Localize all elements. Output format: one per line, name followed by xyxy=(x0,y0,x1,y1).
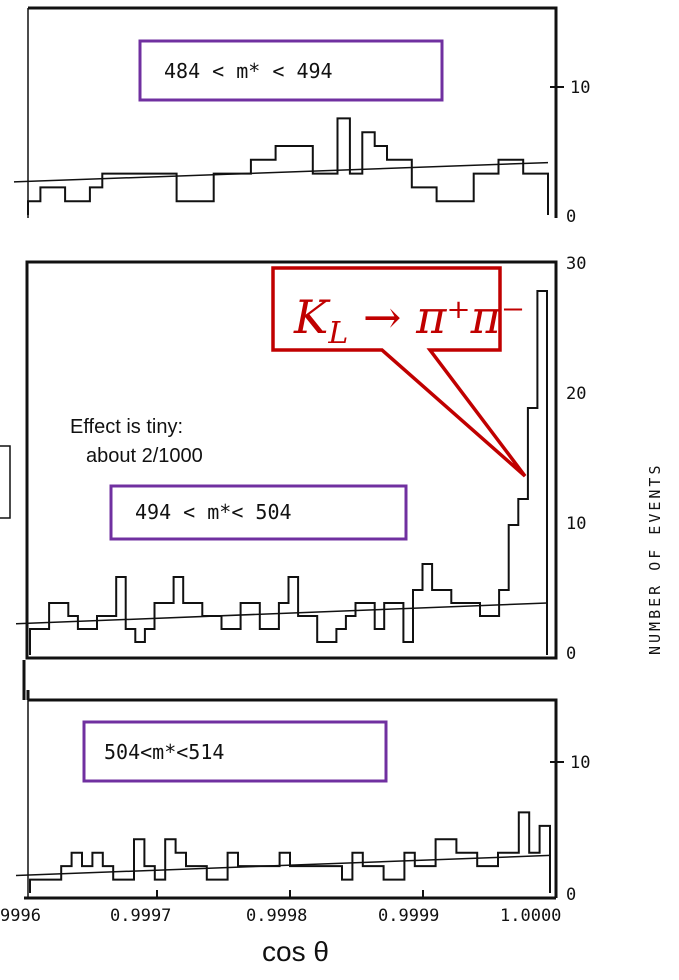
annotation-line1: Effect is tiny: xyxy=(70,416,183,438)
x-tick-2: 0.9998 xyxy=(246,906,307,926)
x-tick-4: 1.0000 xyxy=(500,906,561,926)
y-tick-mid-10: 10 xyxy=(566,514,586,534)
y-tick-mid-30: 30 xyxy=(566,254,586,274)
mass-label-top: 484 < m* < 494 xyxy=(164,59,333,83)
y-tick-mid-0: 0 xyxy=(566,644,576,664)
panel-middle xyxy=(15,290,548,655)
y-axis-title: NUMBER OF EVENTS xyxy=(646,463,664,656)
callout-sub: L xyxy=(327,316,348,351)
fit-line xyxy=(13,161,549,183)
mass-label-middle: 494 < m*< 504 xyxy=(135,500,292,524)
y-tick-top-10: 10 xyxy=(570,78,590,98)
fit-line xyxy=(15,854,551,877)
x-tick-1: 0.9997 xyxy=(110,906,171,926)
x-tick-3: 0.9999 xyxy=(378,906,439,926)
histogram-steps xyxy=(29,290,548,655)
x-axis: 9996 0.9997 0.9998 0.9999 1.0000 xyxy=(0,890,561,926)
panel-bottom-frame xyxy=(22,660,558,898)
panel-bottom xyxy=(15,811,551,893)
y-ticks: 10 0 30 20 10 0 10 0 xyxy=(550,78,590,905)
fit-line xyxy=(15,602,548,625)
histogram-steps xyxy=(27,117,549,215)
x-axis-title: cos θ xyxy=(262,936,329,967)
callout-text: KL → π⁺π⁻ xyxy=(293,290,525,351)
mass-label-bottom: 504<m*<514 xyxy=(104,740,224,764)
mass-label-box-bottom: 504<m*<514 xyxy=(82,720,388,783)
x-tick-0: 9996 xyxy=(0,906,41,926)
panel-top xyxy=(13,117,549,215)
callout-k: K xyxy=(293,290,331,344)
y-tick-bot-0: 0 xyxy=(566,885,576,905)
callout-rest: → π⁺π⁻ xyxy=(348,290,525,344)
histogram-steps xyxy=(29,811,551,893)
mass-label-box-top: 484 < m* < 494 xyxy=(138,39,444,102)
panel-middle-frame xyxy=(25,260,558,660)
y-tick-bot-10: 10 xyxy=(570,753,590,773)
left-bracket xyxy=(0,445,11,519)
annotation-line2: about 2/1000 xyxy=(86,445,203,467)
panel-top-frame xyxy=(27,6,558,218)
decay-callout: KL → π⁺π⁻ xyxy=(271,266,527,478)
y-tick-mid-20: 20 xyxy=(566,384,586,404)
y-tick-top-0: 0 xyxy=(566,207,576,227)
mass-label-box-middle: 494 < m*< 504 xyxy=(109,484,408,541)
